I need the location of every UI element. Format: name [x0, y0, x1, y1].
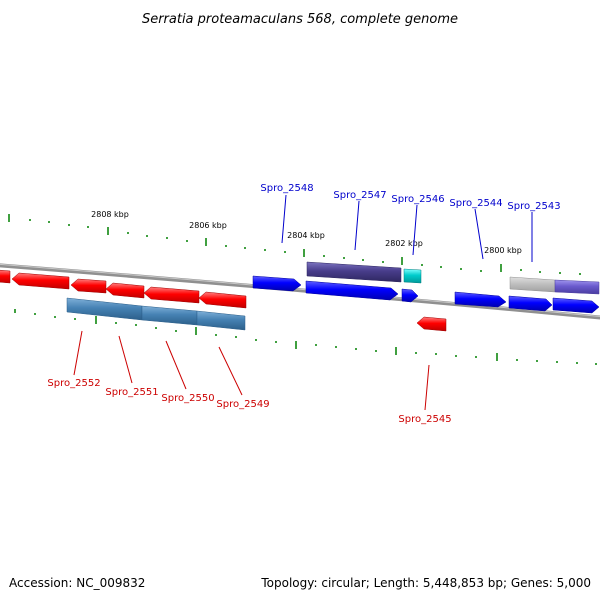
leader-line: [118, 335, 133, 384]
gene-label-spro-2551[interactable]: Spro_2551: [105, 387, 158, 398]
scale-label: 2802 kbp: [385, 239, 423, 248]
gene-label-spro-2543[interactable]: Spro_2543: [507, 201, 560, 212]
gene-arrow[interactable]: [105, 282, 145, 299]
gene-label-spro-2548[interactable]: Spro_2548: [260, 183, 313, 194]
gene-label-spro-2547[interactable]: Spro_2547: [333, 190, 386, 201]
leader-line: [73, 330, 83, 376]
genome-summary-text: Topology: circular; Length: 5,448,853 bp…: [260, 576, 591, 590]
reverse-label-leaders: [73, 330, 430, 411]
gene-arrow[interactable]: [143, 286, 200, 304]
leader-line: [354, 200, 360, 251]
forward-strand-genes: [252, 275, 600, 314]
scale-label: 2806 kbp: [189, 221, 227, 230]
gene-label-spro-2550[interactable]: Spro_2550: [161, 393, 214, 404]
forward-label-leaders: [281, 194, 533, 262]
gene-arrow[interactable]: [454, 291, 507, 308]
feature-bar[interactable]: [196, 310, 246, 331]
leader-line: [474, 208, 484, 260]
inner-tick-ring: [14, 309, 597, 365]
feature-bar[interactable]: [403, 268, 422, 284]
feature-bar[interactable]: [306, 261, 402, 283]
gene-arrow[interactable]: [70, 278, 107, 294]
gene-arrow[interactable]: [0, 269, 11, 284]
scale-label: 2804 kbp: [287, 231, 325, 240]
gene-arrow[interactable]: [552, 297, 600, 314]
forward-feature-bars: [306, 261, 600, 295]
outer-tick-ring: [8, 214, 581, 275]
leader-line: [424, 364, 430, 411]
feature-bar[interactable]: [66, 297, 143, 321]
leader-line: [281, 194, 287, 244]
genome-title: Serratia proteamaculans 568, complete ge…: [142, 12, 458, 27]
gene-arrow[interactable]: [252, 275, 302, 292]
leader-line: [165, 340, 187, 390]
feature-bar[interactable]: [554, 279, 600, 295]
gene-arrow[interactable]: [401, 288, 419, 303]
gene-arrow[interactable]: [416, 316, 447, 332]
gene-arrow[interactable]: [508, 295, 553, 312]
gene-arrow[interactable]: [305, 280, 399, 301]
leader-line: [412, 204, 418, 256]
gene-arrow[interactable]: [198, 291, 247, 309]
reverse-strand-genes: [0, 269, 447, 332]
scale-label: 2800 kbp: [484, 246, 522, 255]
feature-bar[interactable]: [509, 276, 556, 293]
gene-label-spro-2545[interactable]: Spro_2545: [398, 414, 451, 425]
gene-label-spro-2544[interactable]: Spro_2544: [449, 198, 502, 209]
gene-label-spro-2552[interactable]: Spro_2552: [47, 378, 100, 389]
gene-label-spro-2546[interactable]: Spro_2546: [391, 194, 444, 205]
feature-bar[interactable]: [141, 305, 198, 326]
reverse-feature-bars: [66, 297, 246, 331]
scale-label: 2808 kbp: [91, 210, 129, 219]
gene-arrow[interactable]: [11, 272, 70, 290]
leader-line: [218, 346, 243, 396]
gene-label-spro-2549[interactable]: Spro_2549: [216, 399, 269, 410]
accession-text: Accession: NC_009832: [9, 576, 145, 590]
